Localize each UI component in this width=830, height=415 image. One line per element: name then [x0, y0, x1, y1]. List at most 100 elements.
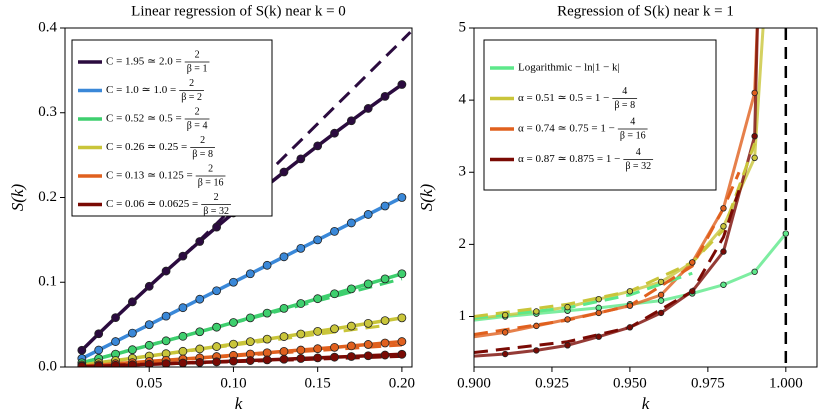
markers [77, 80, 407, 367]
data-point [144, 340, 154, 350]
legend-fraction-numerator: 4 [636, 147, 641, 158]
data-point [380, 91, 390, 101]
legend-fraction-numerator: 2 [200, 135, 205, 146]
data-point [595, 309, 602, 317]
data-point [595, 333, 602, 340]
legend-fraction-denominator: β = 32 [625, 161, 651, 172]
data-point [330, 342, 339, 352]
data-point [330, 324, 339, 334]
axes-frame [473, 27, 818, 368]
data-point [144, 320, 154, 330]
fit-line [181, 31, 412, 258]
y-tick-label: 3 [459, 164, 467, 180]
legend-label: α = 0.51 ≃ 0.5 = 1 − [518, 92, 609, 104]
legend-fraction-denominator: β = 8 [192, 149, 213, 160]
data-point [751, 89, 758, 97]
data-point [657, 297, 665, 304]
data-point [245, 337, 255, 347]
legend-fraction-numerator: 2 [208, 163, 213, 174]
data-point [245, 313, 255, 323]
data-point [380, 316, 390, 326]
legend-fraction-numerator: 2 [195, 49, 200, 60]
data-point [212, 357, 222, 367]
x-tick-label: 0.20 [389, 375, 415, 391]
fit-line [474, 142, 757, 318]
legend-fraction-denominator: β = 1 [187, 63, 208, 74]
data-point [313, 353, 323, 363]
data-point [195, 344, 205, 354]
data-point [313, 235, 323, 245]
legend-fraction-numerator: 2 [214, 192, 219, 203]
legend-fraction-numerator: 2 [189, 78, 194, 89]
data-point [229, 318, 238, 327]
data-point [279, 167, 289, 177]
data-point [720, 205, 727, 212]
legend-fraction-denominator: β = 2 [181, 92, 202, 103]
legend-fraction-numerator: 4 [630, 116, 635, 127]
data-point [501, 329, 509, 336]
data-point [533, 308, 540, 315]
x-tick-label: 0.950 [613, 375, 647, 391]
data-point [380, 201, 390, 211]
x-tick-label: 1.000 [769, 375, 803, 391]
data-point [782, 230, 790, 237]
y-tick-label: 0.3 [38, 104, 57, 120]
data-point [161, 311, 171, 321]
data-point [363, 279, 373, 289]
data-point [397, 193, 407, 202]
data-point [533, 347, 540, 354]
data-point [195, 327, 205, 337]
y-tick-label: 0.4 [38, 19, 57, 35]
legend-fraction-denominator: β = 16 [198, 177, 224, 188]
y-tick-label: 0.1 [38, 274, 57, 290]
data-point [689, 288, 696, 295]
x-tick-label: 0.900 [457, 375, 491, 391]
data-point [245, 269, 255, 279]
data-point [212, 222, 222, 232]
data-point [313, 294, 323, 304]
data-point [346, 352, 356, 361]
data-point [720, 223, 727, 230]
data-point [212, 342, 222, 351]
data-point [279, 354, 289, 364]
legend-label: C = 1.95 ≃ 2.0 = [106, 56, 182, 68]
data-point [161, 359, 171, 367]
data-point [564, 342, 571, 349]
legend-fraction-denominator: β = 8 [614, 100, 635, 111]
data-point [111, 337, 120, 346]
data-point [397, 337, 407, 346]
data-point [564, 303, 571, 311]
data-point [144, 281, 154, 291]
legend-label: C = 1.0 ≃ 1.0 = [106, 84, 176, 96]
data-point [626, 324, 634, 331]
data-point [229, 356, 238, 366]
y-tick-label: 1 [459, 308, 467, 324]
data-point [657, 291, 665, 299]
data-point [346, 284, 356, 294]
data-point [296, 329, 306, 339]
data-point [330, 289, 339, 299]
y-tick-label: 2 [459, 236, 467, 252]
data-point [296, 154, 306, 164]
data-point [94, 361, 104, 367]
x-tick-label: 0.10 [220, 375, 246, 391]
legend-label: C = 0.52 ≃ 0.5 = [106, 113, 182, 125]
data-point [178, 358, 188, 367]
data-point [313, 344, 323, 354]
data-point [751, 154, 758, 162]
data-point [111, 313, 120, 322]
x-axis-label: k [642, 394, 650, 413]
data-point [296, 243, 306, 253]
legend-label: C = 0.06 ≃ 0.0625 = [106, 198, 198, 210]
data-point [626, 288, 634, 295]
y-tick-label: 5 [459, 19, 467, 35]
y-axis-label: S(k) [417, 183, 436, 211]
data-point [279, 252, 289, 262]
data-point [363, 351, 373, 361]
data-point [178, 346, 188, 356]
data-point [657, 278, 665, 286]
data-point [178, 303, 188, 313]
y-tick-label: 0.2 [38, 189, 57, 205]
data-point [397, 80, 407, 89]
data-point [346, 321, 356, 331]
